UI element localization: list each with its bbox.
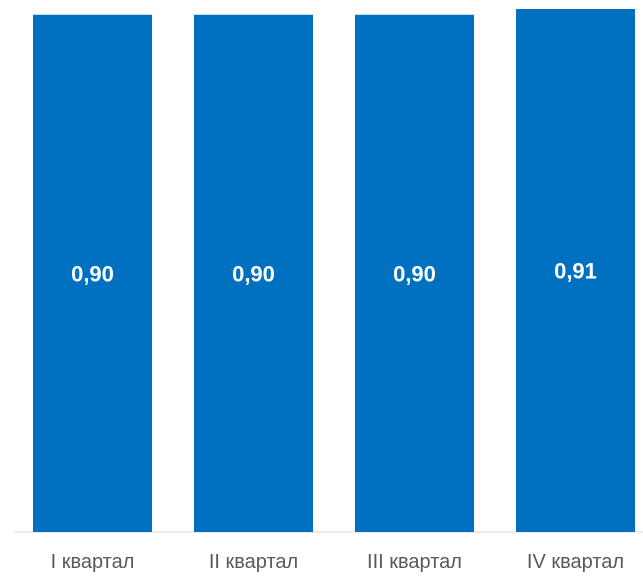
bar-1 (33, 14, 152, 532)
bar-2 (194, 14, 313, 532)
category-label-1: I квартал (51, 551, 135, 573)
bar-value-label-3: 0,90 (393, 261, 436, 286)
category-label-2: II квартал (209, 551, 298, 573)
bar-value-label-2: 0,90 (232, 261, 275, 286)
bar-4 (516, 9, 635, 532)
bar-value-label-4: 0,91 (554, 259, 597, 284)
bar-value-label-1: 0,90 (71, 261, 114, 286)
category-label-3: III квартал (367, 551, 462, 573)
bar-3 (355, 14, 474, 532)
category-label-4: IV квартал (527, 551, 624, 573)
